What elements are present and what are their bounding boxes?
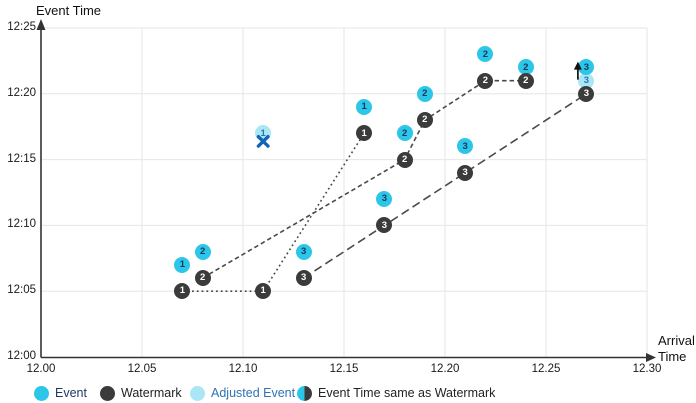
x-axis-arrowhead	[646, 353, 656, 362]
y-axis-tick-label: 12:15	[7, 152, 36, 165]
legend-item-half: Event Time same as Watermark	[297, 385, 495, 401]
legend-adjusted-swatch-icon	[190, 385, 205, 401]
substream-3-watermark-line	[303, 93, 587, 279]
substream-1-watermark-line	[182, 132, 365, 293]
y-axis-arrowhead	[36, 19, 46, 30]
legend-watermark-swatch-icon	[100, 385, 115, 401]
x-axis-title-line2: Time	[658, 349, 687, 364]
x-axis-tick-label: 12.05	[127, 363, 157, 375]
y-axis-tick-label: 12:00	[7, 350, 36, 362]
legend-item-adjusted: Adjusted Event	[190, 385, 295, 401]
legend-label: Watermark	[121, 386, 182, 400]
x-axis-tick-label: 12.20	[430, 363, 460, 375]
y-axis-tick-label: 12:25	[7, 21, 36, 33]
x-axis-tick-label: 12.30	[632, 363, 662, 375]
legend-item-event: Event	[34, 385, 87, 401]
legend-item-watermark: Watermark	[100, 385, 182, 401]
x-axis-title: Arrival Time	[658, 333, 695, 365]
legend-event-swatch-icon	[34, 385, 49, 401]
y-axis-tick-label: 12:10	[7, 218, 36, 231]
x-axis-title-line1: Arrival	[658, 333, 695, 348]
x-axis-tick-label: 12.00	[26, 363, 56, 375]
y-axis-title: Event Time	[36, 3, 102, 18]
x-axis-tick-label: 12.10	[228, 363, 258, 375]
x-axis-tick-label: 12.15	[329, 363, 359, 375]
legend-label: Event Time same as Watermark	[318, 386, 496, 400]
substream-2-watermark-line	[202, 79, 526, 279]
legend-label: Adjusted Event	[211, 386, 296, 400]
x-axis-tick-label: 12.25	[531, 363, 561, 375]
legend-half-swatch-icon	[297, 385, 312, 401]
legend-label: Event	[55, 386, 87, 400]
y-axis-tick-label: 12:20	[7, 86, 36, 99]
y-axis-tick-label: 12:05	[7, 284, 36, 297]
